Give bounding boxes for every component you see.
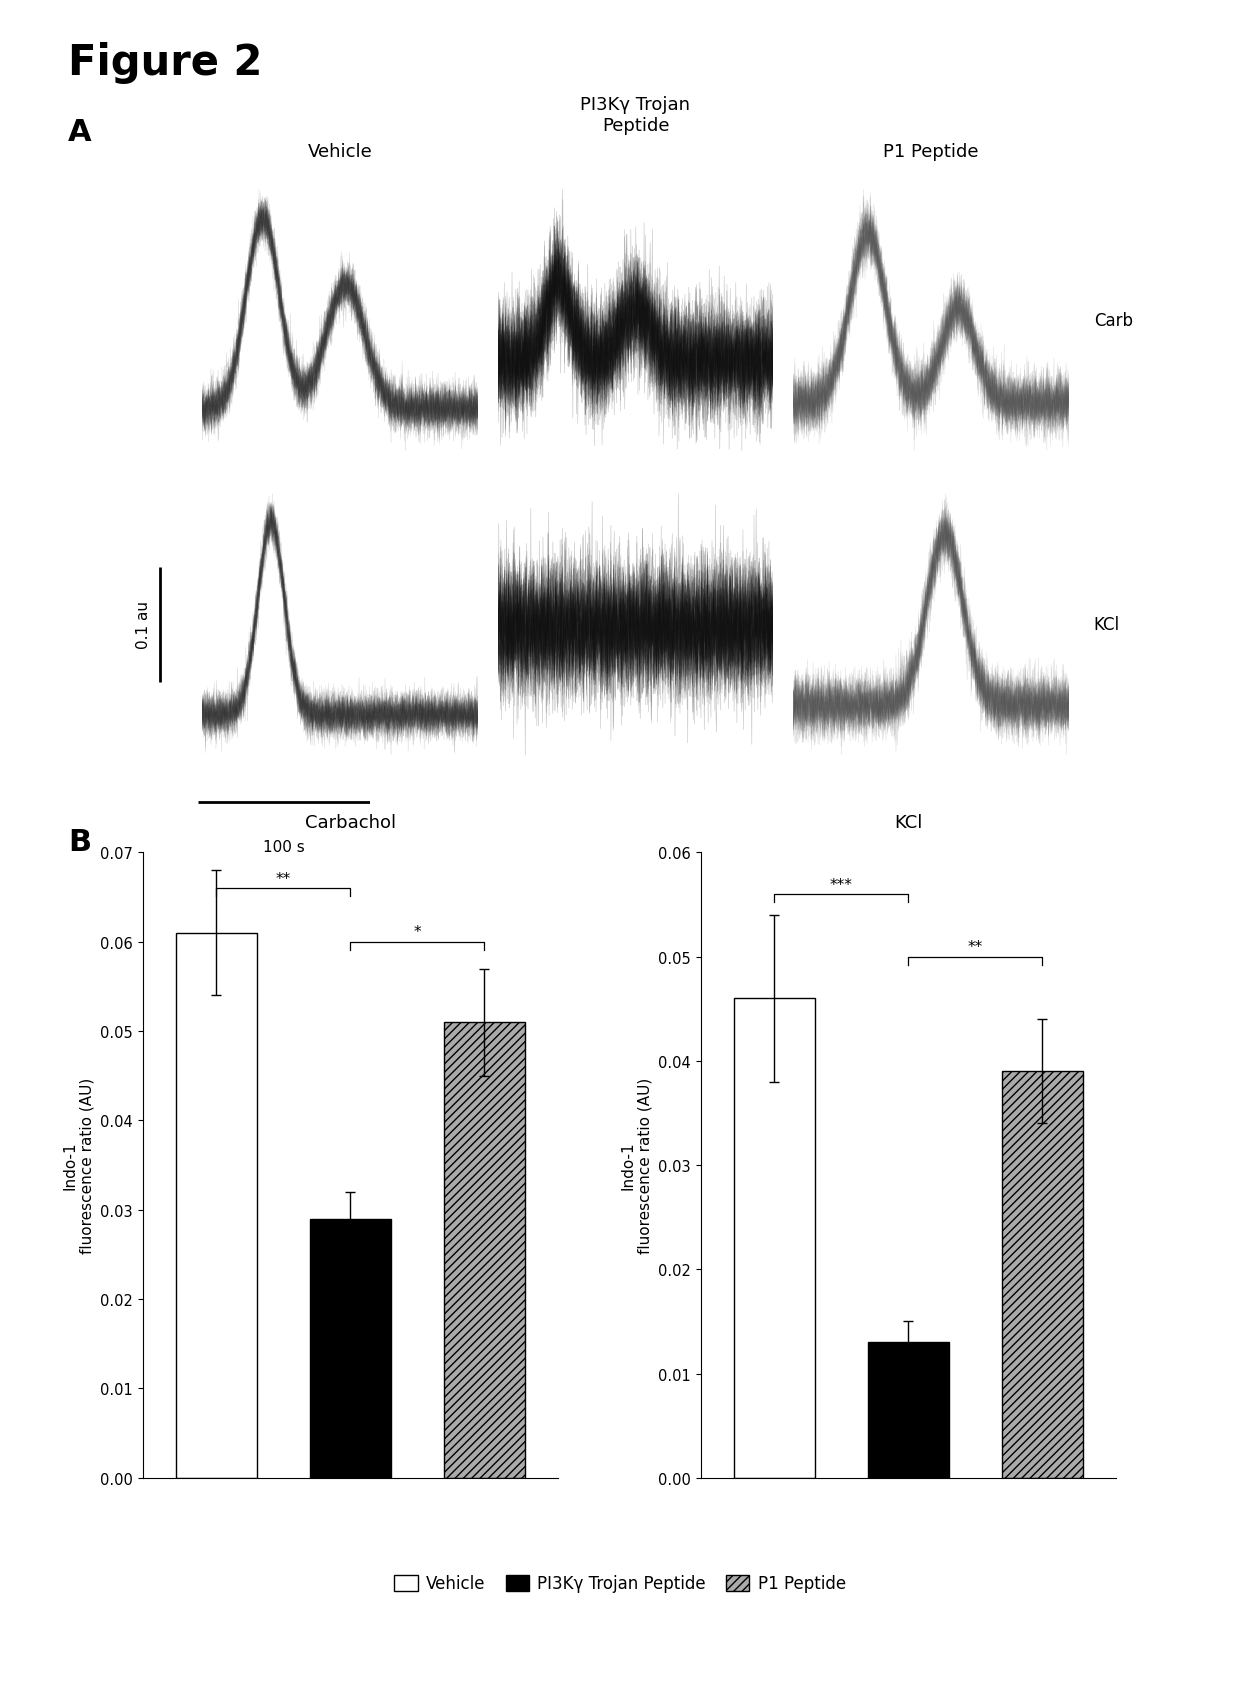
Bar [734, 998, 815, 1478]
Title: KCl: KCl [894, 814, 923, 833]
Title: Carbachol: Carbachol [305, 814, 396, 833]
Text: P1 Peptide: P1 Peptide [883, 142, 978, 160]
Text: 0.1 au: 0.1 au [136, 601, 151, 649]
Y-axis label: Indo-1
fluorescence ratio (AU): Indo-1 fluorescence ratio (AU) [620, 1078, 652, 1253]
Text: **: ** [967, 939, 983, 954]
Bar [1002, 1073, 1083, 1478]
Bar [444, 1022, 525, 1478]
Text: ***: *** [830, 877, 853, 892]
Text: **: ** [275, 872, 291, 887]
Text: PI3Kγ Trojan
Peptide: PI3Kγ Trojan Peptide [580, 96, 691, 135]
Y-axis label: Indo-1
fluorescence ratio (AU): Indo-1 fluorescence ratio (AU) [62, 1078, 94, 1253]
Text: Vehicle: Vehicle [308, 142, 372, 160]
Text: *: * [413, 926, 422, 939]
Text: Figure 2: Figure 2 [68, 42, 263, 84]
Text: B: B [68, 828, 92, 856]
Bar [868, 1343, 949, 1478]
Text: 100 s: 100 s [263, 839, 305, 855]
Legend: Vehicle, PI3Kγ Trojan Peptide, P1 Peptide: Vehicle, PI3Kγ Trojan Peptide, P1 Peptid… [388, 1567, 852, 1599]
Bar [176, 934, 257, 1478]
Text: Carb: Carb [1094, 312, 1132, 329]
Text: A: A [68, 118, 92, 147]
Text: KCl: KCl [1094, 616, 1120, 633]
Bar [310, 1219, 391, 1478]
